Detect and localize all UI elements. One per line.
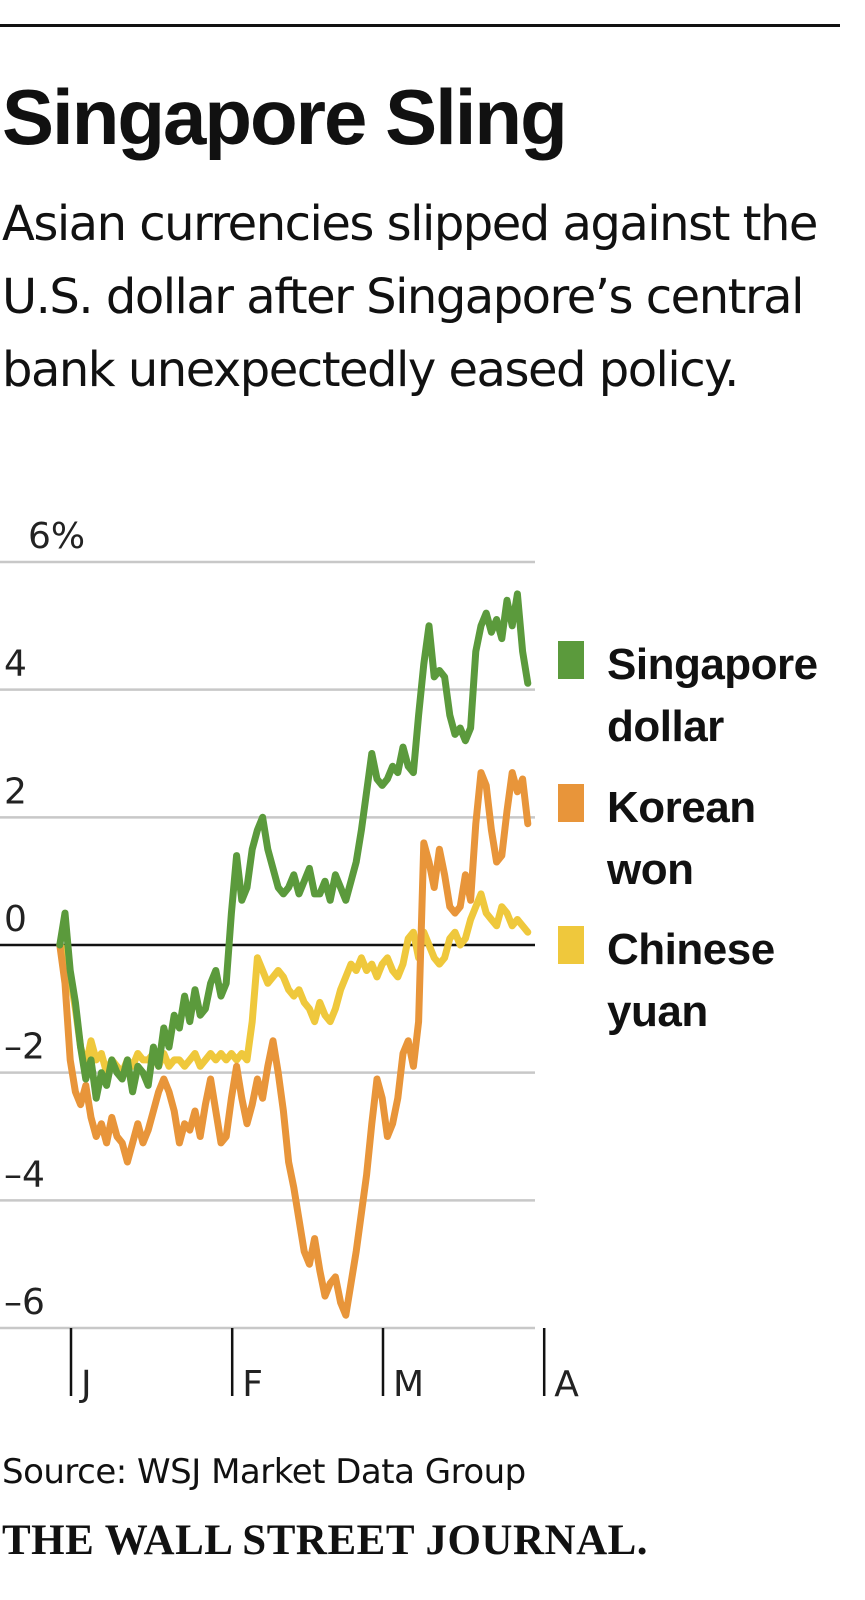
y-tick-label: –4	[4, 1154, 45, 1195]
legend-label-chinese-yuan: yuan	[607, 987, 708, 1036]
legend-label-chinese-yuan: Chinese	[607, 925, 775, 974]
x-tick-label: M	[393, 1364, 424, 1405]
y-tick-label: 0	[4, 899, 27, 940]
page-title: Singapore Sling	[2, 73, 568, 161]
legend-swatch-singapore-dollar	[558, 641, 584, 679]
x-tick-label: A	[554, 1364, 579, 1405]
legend-label-korean-won: won	[606, 845, 693, 894]
series-line-singapore-dollar	[56, 590, 532, 1102]
legend-swatch-chinese-yuan	[558, 926, 584, 964]
x-tick-label: F	[242, 1364, 263, 1405]
y-tick-label: 4	[4, 644, 27, 685]
publisher-logo: THE WALL STREET JOURNAL.	[2, 1517, 649, 1564]
gridlines	[0, 560, 535, 1330]
y-axis-labels: 6% 4 2 0 –2 –4 –6	[4, 516, 85, 1323]
legend: Singapore dollar Korean won Chinese yuan	[558, 640, 818, 1036]
y-tick-label: –6	[4, 1282, 45, 1323]
legend-label-singapore-dollar: Singapore	[607, 640, 818, 689]
series-lines	[56, 590, 532, 1319]
x-tick-label: J	[79, 1364, 92, 1405]
subtitle: Asian currencies slipped against the U.S…	[2, 196, 818, 398]
y-tick-label: 6%	[28, 516, 85, 557]
y-tick-label: –2	[4, 1027, 45, 1068]
y-tick-label: 2	[4, 771, 27, 812]
legend-label-singapore-dollar: dollar	[607, 702, 724, 751]
legend-label-korean-won: Korean	[607, 783, 756, 832]
series-line-chinese-yuan	[56, 890, 532, 1077]
source-note: Source: WSJ Market Data Group	[2, 1452, 526, 1492]
top-rule	[0, 24, 840, 27]
line-chart: 6% 4 2 0 –2 –4 –6 J F M A Singapore dollar Korean wo…	[0, 516, 818, 1405]
legend-swatch-korean-won	[558, 784, 584, 822]
series-line-korean-won	[56, 769, 532, 1319]
